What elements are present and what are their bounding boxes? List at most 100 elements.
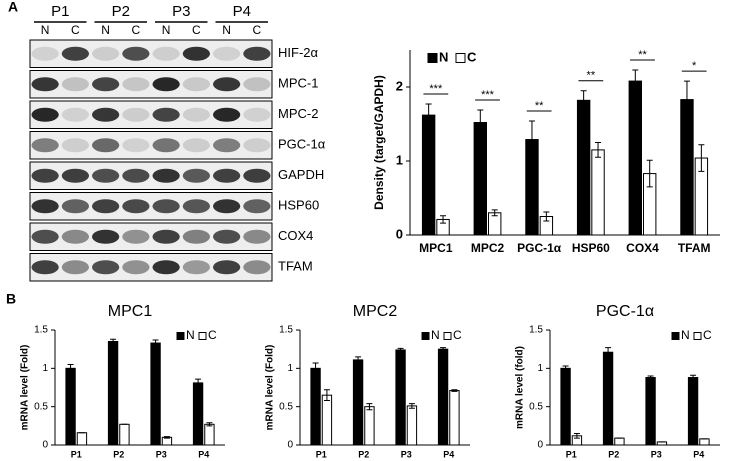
blot-band — [92, 46, 120, 61]
error-bar — [110, 338, 117, 345]
y-axis-label: Density (target/GAPDH) — [372, 75, 386, 210]
significance-label: *** — [481, 89, 495, 101]
significance-label: ** — [587, 70, 596, 82]
blot-band — [213, 168, 241, 183]
x-tick-label: P4 — [198, 449, 209, 459]
blot-band — [182, 46, 210, 61]
x-tick-label: HSP60 — [572, 241, 610, 255]
y-axis-label: mRNA level (Fold) — [265, 345, 276, 431]
blot-band — [61, 168, 89, 183]
blot-band — [152, 107, 180, 122]
y-tick-label: 0 — [396, 226, 403, 241]
blot-band — [152, 229, 180, 244]
blot-band — [122, 107, 150, 122]
y-tick-label: 0 — [537, 440, 543, 451]
error-bar — [683, 80, 690, 119]
blot-band — [31, 107, 59, 122]
blot-band — [31, 199, 59, 214]
lane-label: P2 — [112, 3, 130, 20]
lane-sub-label: C — [71, 23, 80, 37]
error-bar — [355, 356, 362, 364]
y-tick-label: 0.5 — [279, 401, 293, 412]
protein-label: TFAM — [278, 259, 313, 274]
x-tick-label: P3 — [156, 449, 167, 459]
blot-band — [182, 168, 210, 183]
lane-sub-label: C — [253, 23, 262, 37]
bar — [687, 377, 699, 446]
error-bar — [67, 364, 74, 373]
blot-band — [61, 138, 89, 153]
blot-band — [92, 107, 120, 122]
x-tick-label: P2 — [608, 449, 619, 459]
blot-band — [182, 260, 210, 275]
protein-label: MPC-1 — [278, 76, 318, 91]
legend-label: N — [681, 328, 690, 342]
lane-sub-label: N — [222, 23, 231, 37]
y-axis-label: mRNA level (Fold) — [20, 345, 31, 431]
blot-band — [61, 77, 89, 92]
x-tick-label: COX4 — [626, 241, 659, 255]
x-tick-label: P1 — [566, 449, 577, 459]
bar — [119, 423, 130, 446]
error-bar — [408, 403, 415, 409]
error-bar — [397, 347, 404, 352]
legend-label: C — [703, 328, 712, 342]
legend-label: C — [208, 328, 217, 342]
blot-band — [152, 138, 180, 153]
x-tick-label: P3 — [401, 449, 412, 459]
error-bar — [440, 347, 447, 352]
legend-swatch — [427, 53, 438, 63]
error-bar — [152, 339, 159, 347]
blot-band — [61, 46, 89, 61]
y-tick-label: 0.5 — [529, 401, 543, 412]
blot-band — [92, 229, 120, 244]
error-bar — [595, 142, 602, 158]
blot-band — [92, 168, 120, 183]
protein-label: GAPDH — [278, 167, 324, 182]
chart-title: MPC1 — [108, 303, 153, 320]
blot-band — [213, 260, 241, 275]
bar — [421, 114, 436, 236]
lane-label: P4 — [233, 3, 251, 20]
bar — [395, 349, 406, 446]
y-tick-label: 1 — [396, 152, 403, 167]
protein-label: MPC-2 — [278, 106, 318, 121]
significance-label: ** — [535, 100, 544, 112]
error-bar — [580, 90, 587, 111]
blot-band — [61, 107, 89, 122]
y-tick-label: 0.5 — [34, 401, 48, 412]
blot-band — [61, 229, 89, 244]
lane-sub-label: C — [192, 23, 201, 37]
blot-band — [31, 260, 59, 275]
lane-label: P1 — [51, 3, 69, 20]
blot-band — [152, 199, 180, 214]
blot-band — [122, 138, 150, 153]
bar — [65, 367, 76, 446]
blot-band — [152, 168, 180, 183]
blot-band — [182, 199, 210, 214]
bar — [576, 99, 591, 236]
error-bar — [543, 211, 550, 222]
blot-band — [122, 260, 150, 275]
blot-band — [122, 77, 150, 92]
bar — [310, 367, 321, 446]
error-bar — [312, 362, 319, 375]
bar — [364, 406, 375, 446]
x-tick-label: MPC2 — [471, 241, 505, 255]
lane-sub-label: N — [101, 23, 110, 37]
error-bar — [477, 109, 484, 136]
chart-title: MPC2 — [353, 303, 398, 320]
legend-swatch — [455, 53, 466, 63]
bar — [192, 382, 204, 446]
blot-band — [122, 229, 150, 244]
error-bar — [206, 422, 213, 427]
legend-swatch — [693, 332, 702, 340]
blot-band — [213, 107, 241, 122]
protein-label: COX4 — [278, 228, 313, 243]
blot-band — [182, 229, 210, 244]
bar — [107, 341, 119, 446]
blot-band — [213, 46, 241, 61]
bar — [352, 359, 364, 446]
legend-label: C — [453, 328, 462, 342]
blot-band — [92, 138, 120, 153]
